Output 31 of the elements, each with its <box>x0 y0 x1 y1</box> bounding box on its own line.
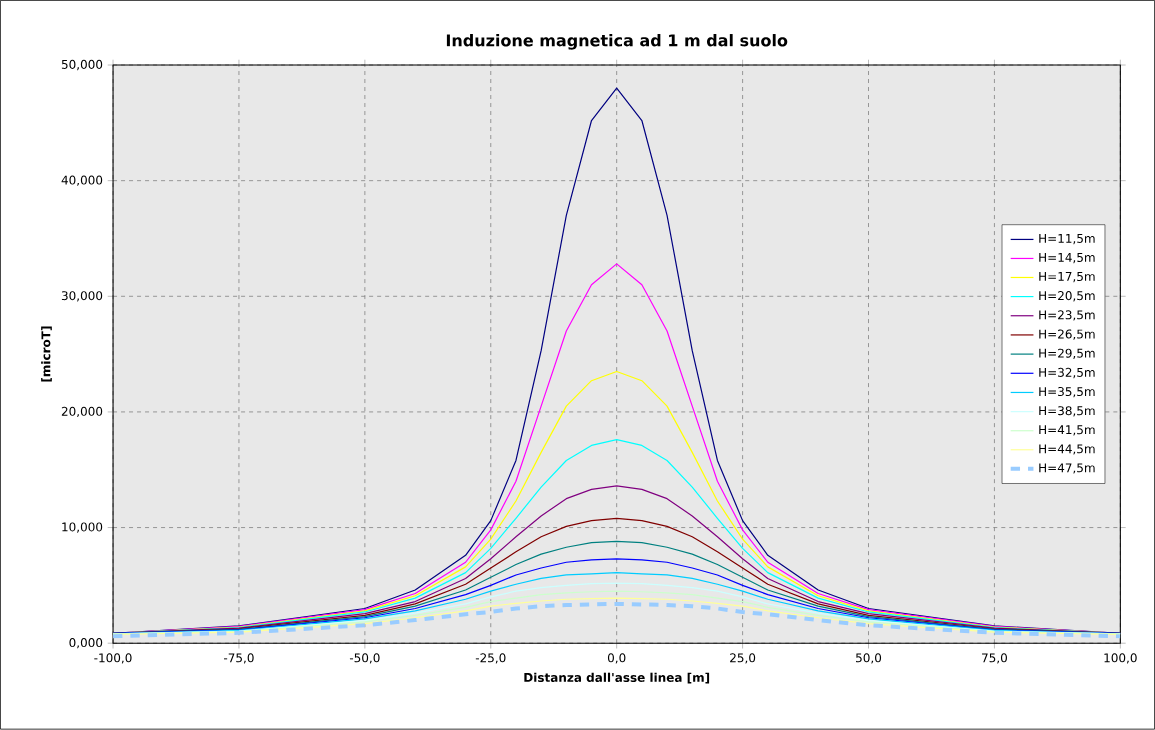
legend-label: H=38,5m <box>1039 406 1095 417</box>
x-tick-label: 50,0 <box>856 653 882 664</box>
chart-title: Induzione magnetica ad 1 m dal suolo <box>446 34 788 50</box>
legend-label: H=44,5m <box>1039 444 1095 455</box>
legend-label: H=20,5m <box>1039 291 1095 302</box>
legend-label: H=23,5m <box>1039 310 1095 321</box>
y-axis-title: [microT] <box>41 326 52 382</box>
y-tick-label: 30,000 <box>61 291 103 302</box>
y-tick-label: 20,000 <box>61 406 103 418</box>
y-tick-label: 0,000 <box>69 638 103 649</box>
legend-label: H=47,5m <box>1039 463 1095 474</box>
x-tick-label: -50,0 <box>349 653 380 664</box>
legend-label: H=41,5m <box>1039 425 1095 436</box>
legend-label: H=14,5m <box>1039 253 1095 264</box>
legend-label: H=32,5m <box>1039 368 1095 379</box>
x-tick-label: 100,0 <box>1104 653 1137 664</box>
x-tick-label: 25,0 <box>730 653 756 664</box>
x-axis-title: Distanza dall'asse linea [m] <box>524 672 710 684</box>
x-tick-label: -100,0 <box>94 653 132 664</box>
y-tick-label: 50,000 <box>61 60 103 71</box>
y-tick-label: 40,000 <box>61 175 103 187</box>
legend-label: H=11,5m <box>1039 234 1095 245</box>
x-tick-label: -75,0 <box>224 653 254 664</box>
x-tick-label: 75,0 <box>982 653 1007 664</box>
legend-label: H=26,5m <box>1039 329 1095 340</box>
y-tick-label: 10,000 <box>62 522 103 533</box>
legend-label: H=29,5m <box>1039 348 1095 360</box>
x-tick-label: -25,0 <box>475 653 506 664</box>
legend-label: H=17,5m <box>1039 272 1095 283</box>
x-tick-label: 0,0 <box>607 653 626 664</box>
legend-label: H=35,5m <box>1039 387 1095 398</box>
